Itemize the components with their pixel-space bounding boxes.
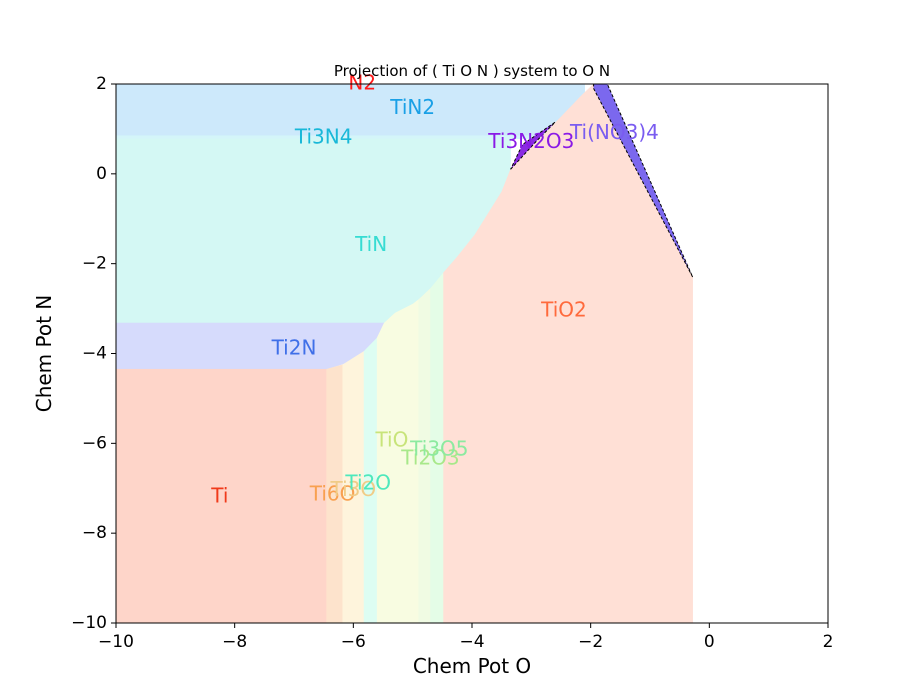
x-tick-label: 2 (823, 632, 834, 652)
region-label-n2: N2 (348, 71, 376, 95)
region-label-ti6o: Ti6O (309, 481, 356, 505)
y-tick-label: 2 (96, 74, 107, 94)
region-ti3o5 (430, 271, 444, 623)
x-axis-title: Chem Pot O (413, 654, 531, 678)
region-label-tin2: TiN2 (389, 95, 435, 119)
x-tick-label: −4 (459, 632, 484, 652)
region-ti6o (326, 364, 343, 623)
y-tick-label: −8 (82, 523, 107, 543)
region-label-ti2o3: Ti2O3 (400, 446, 459, 470)
region-ti2n (116, 322, 385, 370)
x-tick-label: −6 (341, 632, 366, 652)
region-tio2 (443, 84, 693, 623)
x-axis: −10 −8 −6 −4 −2 0 2 (98, 623, 833, 652)
region-label-ti2n: Ti2N (271, 336, 317, 360)
region-label-tio2: TiO2 (540, 297, 587, 321)
regions-layer (116, 84, 694, 623)
chart-title: Projection of ( Ti O N ) system to O N (334, 62, 610, 80)
region-ti3o (342, 350, 365, 623)
y-tick-label: −10 (71, 613, 107, 633)
region-label-ti: Ti (210, 484, 228, 508)
region-label-ti2o: Ti2O (344, 470, 391, 494)
x-tick-label: 0 (704, 632, 715, 652)
region-label-tio: TiO (374, 428, 408, 452)
region-ti-no3-4 (593, 84, 694, 278)
region-label-ti3n4: Ti3N4 (294, 124, 353, 148)
region-label-ti-no3-4: Ti(NO3)4 (569, 120, 659, 144)
y-tick-label: −4 (82, 344, 107, 364)
region-ti3n2o3 (510, 121, 556, 170)
region-label-ti3o5: Ti3O5 (409, 437, 468, 461)
x-tick-label: −2 (578, 632, 603, 652)
y-tick-label: 0 (96, 164, 107, 184)
region-ti2o (363, 337, 378, 623)
y-axis-title: Chem Pot N (32, 295, 56, 413)
region-ti (116, 368, 327, 623)
region-label-ti3n2o3: Ti3N2O3 (487, 129, 574, 153)
x-tick-label: −10 (98, 632, 134, 652)
region-ti2o3 (418, 287, 431, 623)
region-tio (376, 299, 419, 623)
region-label-ti3o: Ti3O (330, 477, 377, 501)
y-tick-label: −6 (82, 433, 107, 453)
x-tick-label: −8 (222, 632, 247, 652)
region-label-tin: TiN (354, 232, 387, 256)
y-axis: −10 −8 −6 −4 −2 0 2 (71, 74, 116, 633)
y-tick-label: −2 (82, 254, 107, 274)
